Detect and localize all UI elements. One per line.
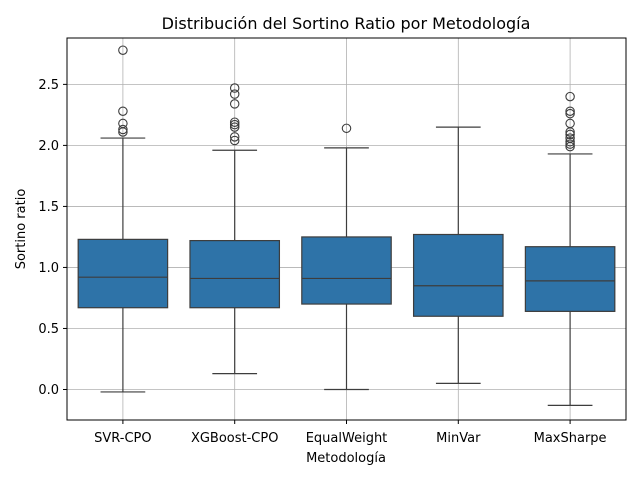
outlier-point (565, 139, 575, 149)
box-equalweight (301, 123, 392, 391)
outlier-point (229, 89, 240, 99)
y-axis-label: Sortino ratio (14, 189, 29, 270)
y-tick-label: 0.0 (38, 383, 59, 398)
x-tick-label: MinVar (436, 431, 481, 446)
outlier-point (341, 123, 352, 134)
outlier-point (118, 118, 128, 129)
y-tick-label: 0.5 (38, 322, 59, 337)
y-tick-label: 1.0 (38, 261, 59, 276)
y-axis-ticks: 0.0 0.5 1.0 1.5 2.0 2.5 (38, 78, 67, 398)
outlier-point (229, 122, 240, 132)
iqr-box (412, 233, 504, 317)
x-tick-label: XGBoost-CPO (191, 431, 279, 446)
outlier-point (565, 106, 575, 116)
outlier-point (229, 119, 240, 130)
x-tick-label: EqualWeight (306, 431, 388, 446)
box-layer (77, 45, 616, 406)
y-tick-label: 1.5 (38, 200, 59, 215)
box-minvar (412, 126, 504, 384)
outlier-point (565, 118, 575, 129)
outlier-point (229, 132, 240, 142)
iqr-box (301, 236, 392, 305)
chart-title: Distribución del Sortino Ratio por Metod… (162, 14, 531, 33)
x-axis-ticks: SVR-CPO XGBoost-CPO EqualWeight MinVar MaxSh… (94, 420, 607, 446)
outlier-point (565, 108, 575, 119)
outlier-point (565, 136, 575, 147)
y-tick-label: 2.0 (38, 139, 59, 154)
outlier-point (565, 133, 575, 143)
outlier-point (565, 129, 575, 140)
iqr-box (524, 246, 616, 312)
outlier-point (118, 124, 128, 135)
x-tick-label: SVR-CPO (94, 431, 152, 446)
outlier-point (118, 106, 128, 116)
outlier-point (229, 99, 240, 109)
x-axis-label: Metodología (306, 451, 386, 466)
outlier-point (118, 45, 128, 55)
iqr-box (77, 238, 169, 309)
box-maxsharpe (524, 91, 616, 406)
x-tick-label: MaxSharpe (534, 431, 607, 446)
box-svr-cpo (77, 45, 169, 393)
outlier-point (229, 83, 240, 93)
outlier-point (565, 91, 575, 102)
y-tick-label: 2.5 (38, 78, 59, 93)
outlier-point (229, 117, 240, 127)
box-xgboost-cpo (189, 83, 281, 375)
outlier-point (229, 135, 240, 146)
iqr-box (189, 239, 281, 309)
